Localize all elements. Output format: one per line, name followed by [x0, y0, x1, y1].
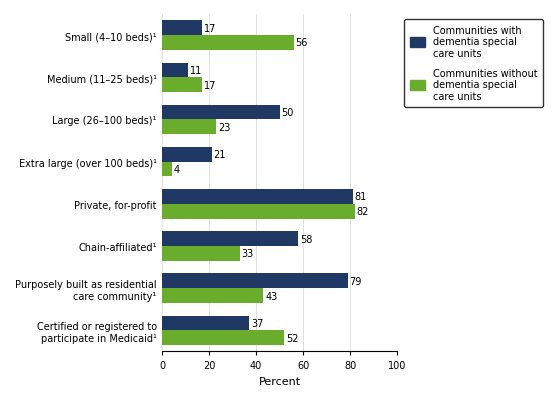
Bar	[162, 120, 216, 135]
Legend: Communities with
dementia special
care units, Communities without
dementia speci: Communities with dementia special care u…	[404, 20, 543, 107]
Text: 81: 81	[354, 192, 367, 202]
Bar	[162, 36, 294, 51]
Text: 50: 50	[282, 108, 294, 118]
Text: 82: 82	[357, 207, 369, 217]
Text: 21: 21	[213, 150, 226, 160]
Bar	[162, 246, 240, 261]
Text: 37: 37	[251, 318, 263, 328]
Bar	[162, 105, 279, 120]
Bar	[162, 204, 355, 219]
Bar	[162, 288, 263, 303]
Bar	[162, 21, 202, 36]
Bar	[162, 63, 188, 78]
Text: 33: 33	[241, 249, 254, 259]
Bar	[162, 232, 298, 246]
X-axis label: Percent: Percent	[259, 376, 301, 386]
Text: 17: 17	[204, 24, 216, 34]
Text: 56: 56	[296, 38, 308, 49]
Bar	[162, 148, 212, 162]
Bar	[162, 78, 202, 93]
Text: 43: 43	[265, 291, 277, 301]
Text: 52: 52	[286, 333, 298, 343]
Text: 17: 17	[204, 81, 216, 90]
Bar	[162, 190, 352, 204]
Text: 4: 4	[174, 164, 180, 174]
Bar	[162, 274, 348, 288]
Bar	[162, 316, 249, 330]
Text: 58: 58	[300, 234, 312, 244]
Bar	[162, 162, 171, 177]
Text: 23: 23	[218, 123, 231, 132]
Text: 11: 11	[190, 66, 202, 76]
Bar	[162, 330, 284, 345]
Text: 79: 79	[349, 276, 362, 286]
